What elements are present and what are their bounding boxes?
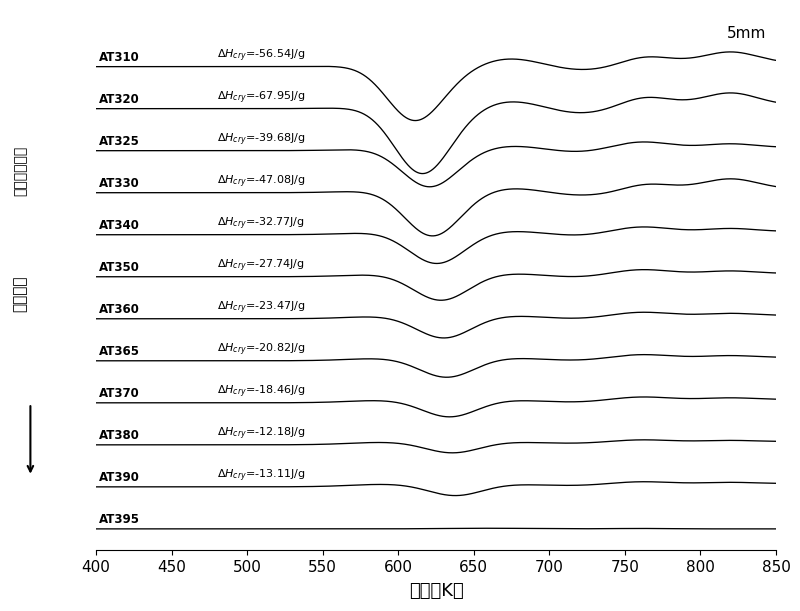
Text: $\Delta H_{cry}$=-12.18J/g: $\Delta H_{cry}$=-12.18J/g xyxy=(217,425,306,442)
Text: AT330: AT330 xyxy=(99,177,140,190)
Text: （任意单位）: （任意单位） xyxy=(13,146,27,196)
Text: $\Delta H_{cry}$=-13.11J/g: $\Delta H_{cry}$=-13.11J/g xyxy=(217,467,306,484)
Text: AT390: AT390 xyxy=(99,471,140,484)
Text: $\Delta H_{cry}$=-27.74J/g: $\Delta H_{cry}$=-27.74J/g xyxy=(217,257,305,274)
Text: AT370: AT370 xyxy=(99,387,140,400)
Text: 放热方向: 放热方向 xyxy=(13,275,27,312)
Text: $\Delta H_{cry}$=-47.08J/g: $\Delta H_{cry}$=-47.08J/g xyxy=(217,174,306,190)
Text: $\Delta H_{cry}$=-23.47J/g: $\Delta H_{cry}$=-23.47J/g xyxy=(217,299,306,316)
Text: $\Delta H_{cry}$=-32.77J/g: $\Delta H_{cry}$=-32.77J/g xyxy=(217,216,305,232)
Text: AT320: AT320 xyxy=(99,93,140,106)
Text: AT360: AT360 xyxy=(99,303,140,316)
X-axis label: 温度（K）: 温度（K） xyxy=(409,582,463,599)
Text: AT340: AT340 xyxy=(99,219,140,232)
Text: $\Delta H_{cry}$=-39.68J/g: $\Delta H_{cry}$=-39.68J/g xyxy=(217,131,306,148)
Text: AT310: AT310 xyxy=(99,51,140,64)
Text: $\Delta H_{cry}$=-20.82J/g: $\Delta H_{cry}$=-20.82J/g xyxy=(217,342,306,358)
Text: $\Delta H_{cry}$=-56.54J/g: $\Delta H_{cry}$=-56.54J/g xyxy=(217,47,306,64)
Text: AT325: AT325 xyxy=(99,135,140,148)
Text: $\Delta H_{cry}$=-67.95J/g: $\Delta H_{cry}$=-67.95J/g xyxy=(217,89,306,106)
Text: AT350: AT350 xyxy=(99,261,140,274)
Text: $\Delta H_{cry}$=-18.46J/g: $\Delta H_{cry}$=-18.46J/g xyxy=(217,384,306,400)
Text: AT395: AT395 xyxy=(99,513,140,526)
Text: AT365: AT365 xyxy=(99,345,140,358)
Text: AT380: AT380 xyxy=(99,429,140,442)
Text: 5mm: 5mm xyxy=(726,26,766,42)
